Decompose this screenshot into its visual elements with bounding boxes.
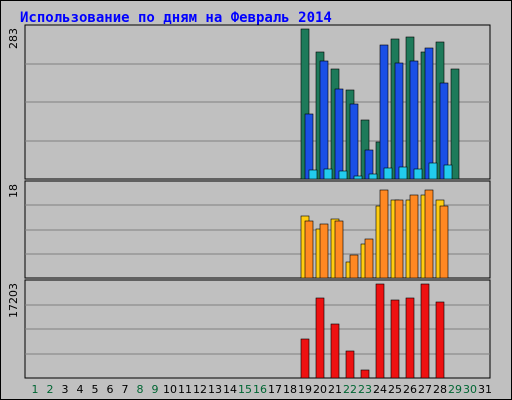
x-tick-label-day-21: 21 <box>328 383 342 396</box>
bar-panel2-s2-day-23 <box>364 238 374 279</box>
bar-panel1-s2-day-24 <box>379 44 389 180</box>
bar-panel1-s2-day-27 <box>424 47 434 180</box>
bar-panel2-s2-day-25 <box>394 199 404 279</box>
x-tick-label-day-31: 31 <box>478 383 492 396</box>
bar-panel3-s1-day-25 <box>390 299 400 379</box>
x-tick-label-day-24: 24 <box>373 383 387 396</box>
bar-panel1-s3-day-26 <box>413 168 423 180</box>
bar-panel1-s3-day-23 <box>368 173 378 180</box>
panel-1-max-label: 283 <box>7 28 20 49</box>
x-tick-label-day-1: 1 <box>32 383 39 396</box>
bar-panel1-s2-day-25 <box>394 62 404 180</box>
x-tick-label-day-3: 3 <box>62 383 69 396</box>
bar-panel1-s2-day-20 <box>319 60 329 180</box>
x-tick-label-day-2: 2 <box>47 383 54 396</box>
bar-panel1-s3-day-24 <box>383 167 393 180</box>
bar-panel2-s2-day-22 <box>349 254 359 279</box>
bar-panel3-s1-day-21 <box>330 323 340 379</box>
bar-panel2-s2-day-24 <box>379 189 389 279</box>
panel-1: 283 <box>7 24 491 180</box>
bar-panel1-s2-day-28 <box>439 82 449 180</box>
bar-panel2-s2-day-20 <box>319 223 329 279</box>
x-tick-label-day-25: 25 <box>388 383 402 396</box>
x-tick-label-day-6: 6 <box>107 383 114 396</box>
x-tick-label-day-5: 5 <box>92 383 99 396</box>
panel-3-max-label: 17203 <box>7 283 20 318</box>
x-tick-label-day-10: 10 <box>163 383 177 396</box>
x-tick-label-day-9: 9 <box>152 383 159 396</box>
x-tick-label-day-20: 20 <box>313 383 327 396</box>
bar-panel2-s2-day-26 <box>409 194 419 279</box>
bar-panel1-s3-day-21 <box>338 170 348 180</box>
x-axis-labels: 1 2 3 4 5 6 7 8 9 10 11 12 13 14 15 16 17 18 19 20 21 22 23 24 2… <box>32 383 493 396</box>
panels-layer: 283 18 17203 <box>7 24 491 379</box>
x-tick-label-day-23: 23 <box>358 383 372 396</box>
bar-panel1-s2-day-21 <box>334 88 344 180</box>
bar-panel1-s3-day-20 <box>323 168 333 180</box>
chart-title: Использование по дням на Февраль 2014 <box>20 10 332 26</box>
bar-panel2-s2-day-27 <box>424 189 434 279</box>
x-tick-label-day-22: 22 <box>343 383 357 396</box>
bar-panel1-s2-day-19 <box>304 113 314 180</box>
x-tick-label-day-30: 30 <box>463 383 477 396</box>
panel-3: 17203 <box>7 279 491 379</box>
x-tick-label-day-19: 19 <box>298 383 312 396</box>
bar-panel1-s3-day-27 <box>428 162 438 180</box>
x-tick-label-day-12: 12 <box>193 383 207 396</box>
x-tick-label-day-26: 26 <box>403 383 417 396</box>
x-tick-label-day-27: 27 <box>418 383 432 396</box>
panel-2: 18 <box>7 180 491 279</box>
x-tick-label-day-15: 15 <box>238 383 252 396</box>
x-tick-label-day-13: 13 <box>208 383 222 396</box>
bar-panel1-s3-day-28 <box>443 164 453 180</box>
bar-panel1-s1-day-29 <box>450 68 460 180</box>
x-tick-label-day-14: 14 <box>223 383 237 396</box>
bar-panel3-s1-day-26 <box>405 297 415 379</box>
x-tick-label-day-28: 28 <box>433 383 447 396</box>
x-tick-label-day-8: 8 <box>137 383 144 396</box>
bar-panel2-s2-day-28 <box>439 205 449 279</box>
bar-panel3-s1-day-22 <box>345 350 355 379</box>
bar-panel1-s2-day-22 <box>349 103 359 180</box>
bar-panel1-s2-day-26 <box>409 60 419 180</box>
bar-panel1-s3-day-22 <box>353 175 363 180</box>
x-tick-label-day-4: 4 <box>77 383 84 396</box>
bar-panel3-s1-day-24 <box>375 283 385 379</box>
bar-panel3-s1-day-20 <box>315 297 325 379</box>
bar-panel3-s1-day-27 <box>420 283 430 379</box>
bar-panel3-s1-day-28 <box>435 301 445 379</box>
bar-panel1-s3-day-19 <box>308 169 318 180</box>
x-tick-label-day-16: 16 <box>253 383 267 396</box>
bar-panel1-s3-day-25 <box>398 166 408 180</box>
bar-panel3-s1-day-19 <box>300 338 310 379</box>
bar-panel2-s2-day-21 <box>334 220 344 279</box>
x-tick-label-day-11: 11 <box>178 383 192 396</box>
bar-panel2-s2-day-19 <box>304 220 314 279</box>
x-tick-label-day-7: 7 <box>122 383 129 396</box>
x-tick-label-day-18: 18 <box>283 383 297 396</box>
bar-panel3-s1-day-23 <box>360 369 370 379</box>
panel-2-max-label: 18 <box>7 184 20 198</box>
x-tick-label-day-17: 17 <box>268 383 282 396</box>
x-tick-label-day-29: 29 <box>448 383 462 396</box>
